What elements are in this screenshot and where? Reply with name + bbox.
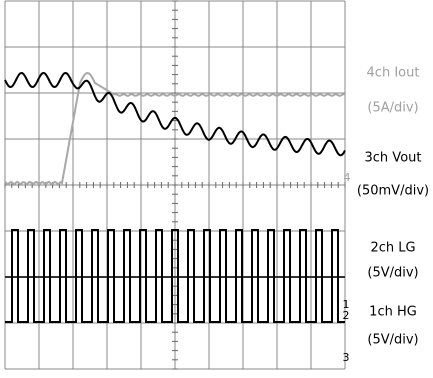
channel-name: 2ch LG [370, 241, 415, 256]
channel-marker: 2 [343, 309, 350, 322]
trace-vout [4, 71, 346, 157]
channel-marker: 3 [343, 351, 350, 364]
channel-marker: 4 [344, 171, 351, 184]
channel-scale: (50mV/div) [357, 184, 429, 199]
channel-marker: 1 [343, 298, 350, 311]
trace-iout [4, 72, 346, 186]
trace-hg [5, 229, 345, 323]
channel-scale: (5V/div) [367, 333, 418, 348]
channel-scale: (5A/div) [367, 101, 418, 116]
channel-labels: 4ch Iout (5A/div) 3ch Vout (50mV/div) 2c… [343, 66, 430, 365]
channel-name: 1ch HG [369, 305, 417, 320]
graticule [4, 0, 346, 370]
channel-name: 3ch Vout [365, 151, 422, 166]
channel-name: 4ch Iout [367, 66, 420, 81]
waveforms [4, 71, 346, 323]
channel-scale: (5V/div) [367, 266, 418, 281]
